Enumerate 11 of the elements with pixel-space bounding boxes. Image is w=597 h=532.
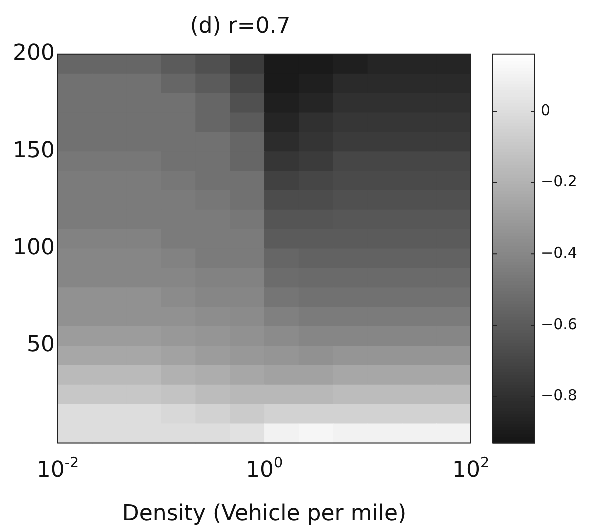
y-tick-label: 200 [12, 41, 55, 66]
y-tick-label: 150 [12, 138, 55, 164]
color-bar-label: −0.6 [541, 315, 578, 334]
x-axis-title: Density (Vehicle per mile) [122, 502, 407, 527]
color-bar-label: −0.2 [541, 172, 578, 191]
color-bar-label: −0.4 [541, 244, 578, 262]
color-bar-label: 0 [541, 101, 551, 120]
chart-title: (d) r=0.7 [190, 14, 291, 39]
y-tick-label: 100 [12, 236, 55, 261]
color-bar-label: −0.8 [541, 386, 578, 405]
y-tick-label: 50 [26, 332, 55, 358]
